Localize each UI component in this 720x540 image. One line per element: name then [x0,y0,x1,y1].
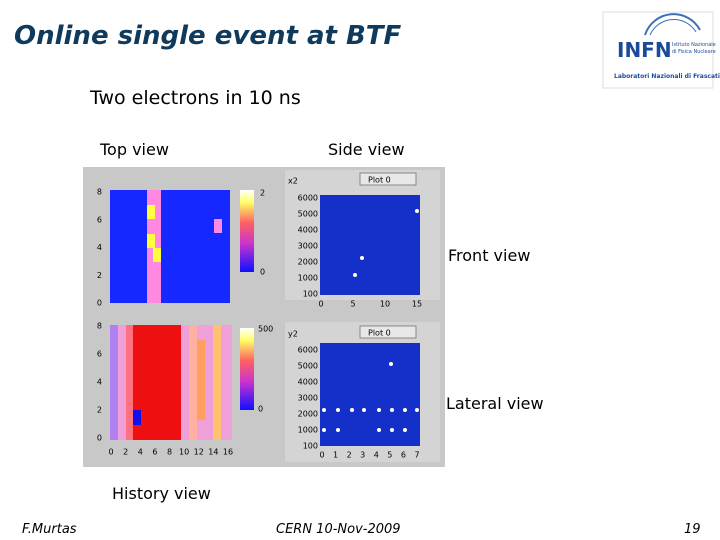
heat-cell [133,410,141,425]
slide-title: Online single event at BTF [14,21,402,51]
heat-cell [110,325,118,440]
y-tick-label: 4 [97,243,102,252]
y-tick-label: 6 [97,350,102,359]
hit [360,256,364,260]
heat-cell [153,248,161,262]
y-tick-label: 0 [97,299,102,308]
x-tick-label: 5 [350,300,355,309]
x-tick-label: 10 [179,448,189,457]
plot-area [320,195,420,295]
x-tick-label: 5 [387,451,392,460]
label: Front view [448,246,530,265]
heat-cell [126,325,134,440]
label: Side view [328,140,405,159]
label: Lateral view [446,394,544,413]
y-tick-label: 4 [97,378,102,387]
logo-name: INFN [617,38,672,62]
logo-text: Laboratori Nazionali di Frascati [614,73,720,80]
x-tick-label: 4 [374,451,379,460]
y-tick-label: 1000 [298,426,318,435]
label: Top view [99,140,169,159]
heat-cell [147,205,155,219]
hits [322,362,419,432]
y-tick-label: 1000 [298,274,318,283]
legend-box [359,172,417,186]
y-tick-label: 5000 [298,210,318,219]
y-tick-label: 2 [97,271,102,280]
colorbar [240,190,254,272]
x-tick-label: 14 [208,448,218,457]
logo-text: di Fisica Nucleare [672,49,716,55]
y-tick-label: 4000 [298,378,318,387]
legend-label: Plot 0 [368,176,391,185]
hit [353,273,357,277]
legend-label: Plot 0 [368,329,391,338]
heat-cell [197,340,205,420]
screenshot [83,167,445,467]
y-tick-label: 100 [303,442,318,451]
logo-text: Istituto Nazionale [672,42,716,48]
colorbar-label: 0 [258,405,263,414]
y-tick-label: 8 [97,188,102,197]
heat-cell [214,219,222,233]
y-tick-label: 6000 [298,194,318,203]
y-tick-label: 4000 [298,226,318,235]
axis-name: x2 [288,177,298,186]
logo-arc [649,19,697,36]
y-tick-label: 6 [97,215,102,224]
logo: INFN Istituto Nazionale di Fisica Nuclea… [602,11,720,89]
x-tick-label: 16 [223,448,233,457]
colorbar-label: 500 [258,325,273,334]
heatmap [110,190,230,303]
y-tick-label: 5000 [298,362,318,371]
x-tick-label: 1 [333,451,338,460]
page-number: 19 [684,522,701,537]
x-tick-label: 0 [319,451,324,460]
x-tick-label: 4 [138,448,143,457]
y-tick-label: 2000 [298,258,318,267]
hit [415,209,419,213]
x-tick-label: 6 [152,448,157,457]
colorbar-label: 2 [260,189,265,198]
axis-name: y2 [288,330,298,339]
x-tick-label: 3 [360,451,365,460]
y-tick-label: 8 [97,322,102,331]
y-tick-label: 2 [97,406,102,415]
heat-cell [189,325,197,440]
y-tick-label: 100 [303,290,318,299]
x-tick-label: 0 [318,300,323,309]
footer-event: CERN 10-Nov-2009 [276,522,401,537]
heat-cell [161,190,163,303]
colorbar-label: 0 [260,268,265,277]
subtitle: Two electrons in 10 ns [89,87,301,109]
x-tick-label: 10 [380,300,390,309]
x-tick-label: 0 [108,448,113,457]
x-tick-label: 2 [123,448,128,457]
y-tick-label: 3000 [298,242,318,251]
heat-cell [147,234,155,248]
label: History view [112,484,211,503]
x-tick-label: 12 [194,448,204,457]
y-tick-label: 2000 [298,410,318,419]
logo-arc [644,13,701,36]
y-tick-label: 0 [97,434,102,443]
legend-box [359,325,417,339]
y-tick-label: 3000 [298,394,318,403]
x-tick-label: 7 [414,451,419,460]
x-tick-label: 6 [401,451,406,460]
x-tick-label: 15 [412,300,422,309]
heat-cell [213,325,221,440]
y-tick-label: 6000 [298,346,318,355]
footer-author: F.Murtas [22,522,77,537]
x-tick-label: 2 [347,451,352,460]
colorbar [240,328,254,410]
x-tick-label: 8 [167,448,172,457]
